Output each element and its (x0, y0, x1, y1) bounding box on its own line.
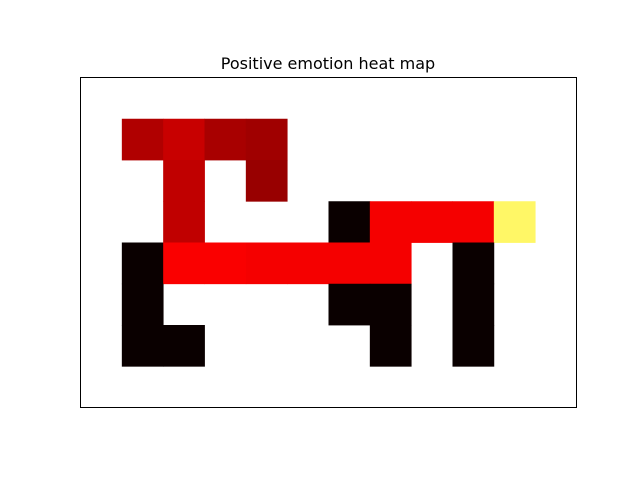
heatmap-cell-r6-c7 (369, 325, 412, 367)
plot-frame (80, 77, 577, 408)
heatmap-cell-r3-c8 (411, 201, 453, 243)
heatmap-cell-r4-c5 (287, 242, 329, 285)
heatmap-cell-r3-c6 (328, 201, 371, 243)
heatmap-cells (121, 118, 536, 367)
heatmap-cell-r4-c6 (328, 242, 371, 285)
heatmap-cell-r4-c4 (245, 242, 288, 285)
heatmap-cell-r1-c1 (121, 118, 164, 161)
heatmap-cell-r3-c7 (369, 201, 412, 243)
heatmap-cell-r3-c10 (493, 201, 536, 243)
heatmap-cell-r1-c2 (163, 118, 205, 161)
heatmap-cell-r4-c3 (204, 242, 247, 285)
heatmap-cell-r6-c1 (121, 325, 164, 367)
heatmap-cell-r6-c9 (452, 325, 495, 367)
heatmap-cell-r5-c7 (369, 283, 412, 326)
heatmap-cell-r4-c2 (163, 242, 205, 285)
heatmap-cell-r5-c6 (328, 283, 371, 326)
heatmap-cell-r4-c9 (452, 242, 495, 285)
heatmap-cell-r5-c9 (452, 283, 495, 326)
heatmap-cell-r3-c9 (452, 201, 495, 243)
heatmap-cell-r4-c7 (369, 242, 412, 285)
heatmap-cell-r1-c4 (245, 118, 288, 161)
heatmap-cell-r4-c1 (121, 242, 164, 285)
heatmap-cell-r6-c2 (163, 325, 205, 367)
heatmap-cell-r5-c1 (121, 283, 164, 326)
heatmap-cell-r1-c3 (204, 118, 247, 161)
chart-title: Positive emotion heat map (221, 54, 435, 73)
heatmap-cell-r2-c2 (163, 160, 205, 202)
heatmap-cell-r2-c4 (245, 160, 288, 202)
heatmap-cell-r3-c2 (163, 201, 205, 243)
